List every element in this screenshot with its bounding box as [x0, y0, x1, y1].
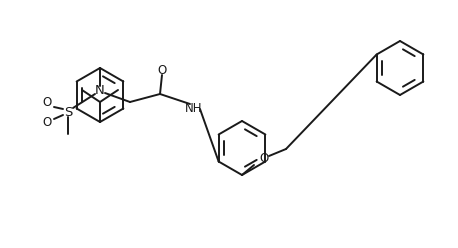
Text: O: O — [158, 63, 167, 76]
Text: N: N — [95, 84, 105, 96]
Text: S: S — [64, 105, 72, 119]
Text: O: O — [259, 153, 269, 165]
Text: O: O — [43, 117, 52, 129]
Text: O: O — [43, 96, 52, 110]
Text: NH: NH — [185, 101, 203, 115]
